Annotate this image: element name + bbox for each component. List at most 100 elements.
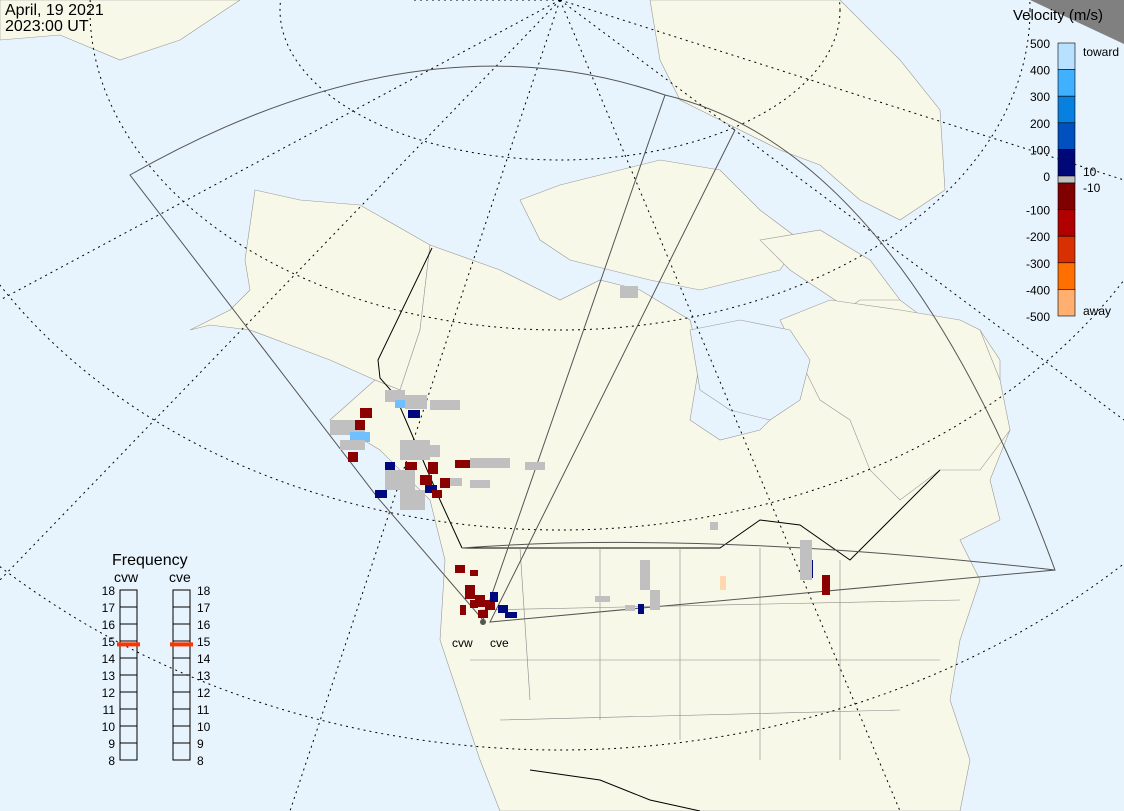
scatter-cell [505,612,517,618]
scatter-cell [385,462,395,470]
radar-fov [129,65,1056,623]
border-alaska-canada [377,247,463,549]
scatter-cell [800,540,812,580]
scatter-cell [485,600,495,610]
scatter-cell [348,452,358,462]
scatter-cell [720,576,726,590]
land-arctic-islands [519,159,801,291]
scatter-cell [470,600,478,608]
colorbar-tick-label: 400 [1030,64,1050,78]
colorbar-segment [1057,262,1076,290]
colorbar-segment [1057,69,1076,97]
colorbar-tick-label: 500 [1030,37,1050,51]
scatter-cell [400,490,425,510]
frequency-bars: 18 17 16 15 14 13 12 11 10 9 8 18 17 16 15 14 13 12 11 10 9 8 [102,584,211,768]
scatter-cell [475,595,485,607]
frequency-tick-label: 11 [103,703,116,717]
scatter-cell [375,490,387,498]
velocity-scale-title: Velocity (m/s) [1013,7,1103,24]
fov-cve [489,94,1056,623]
frequency-tick-label: 17 [197,601,211,615]
scatter-cell [455,565,465,573]
colorbar-tick-label: -300 [1026,257,1050,271]
frequency-tick-label: 15 [197,635,211,649]
scatter-cell [650,590,660,610]
scatter-cell [498,605,508,613]
land [0,0,1011,811]
frequency-tick-label: 14 [197,652,211,666]
frequency-tick-label: 8 [197,754,204,768]
scatter-cell [470,570,478,576]
scatter-cell [595,596,610,602]
border-us-mexico [529,769,701,811]
colorbar-segment [1057,122,1076,150]
land-greenland [649,0,946,221]
scatter-cell [822,575,830,595]
state-line [470,547,961,760]
scatter-cell [460,605,466,615]
scatter-cell [455,460,470,468]
frequency-tick-label: 18 [102,584,116,598]
date-label: April, 19 2021 [5,2,104,19]
threshold-neg-label: -10 [1083,181,1101,195]
latitude-circle [89,0,1031,331]
scatter-cell [350,432,370,442]
freq-radar-cvw: cvw [114,569,139,585]
frequency-tick-label: 14 [102,652,116,666]
scatter-cell [430,400,460,410]
scatter-cell [710,522,718,530]
scatter-cell [640,560,650,590]
frequency-tick-label: 10 [102,720,116,734]
land-quebec-labrador [779,299,1011,501]
scatter-cell [620,286,638,298]
scatter-cell [428,462,438,474]
fov-range-arc [461,541,1056,571]
scatter-cell [425,485,437,493]
colorbar-tick-label: 200 [1030,117,1050,131]
colorbar-segment [1057,42,1076,70]
frequency-tick-label: 12 [102,686,116,700]
frequency-marker-cvw [117,642,140,647]
scatter-cell [360,408,372,418]
frequency-tick-label: 16 [102,618,116,632]
latitude-circle [279,0,841,161]
scatter-cells [330,286,830,618]
scatter-cell [405,395,427,409]
scatter-cell [385,390,405,402]
borders [377,247,941,811]
colorbar-tick-label: 0 [1043,170,1050,184]
scatter-cell [385,470,415,490]
scatter-cell [420,445,440,457]
scatter-cell [355,420,365,430]
scatter-cell [432,490,442,498]
frequency-tick-label: 13 [197,669,211,683]
frequency-marker-cve [170,642,193,647]
radar-site-cvw [480,619,486,625]
hudson-bay [689,319,811,421]
scatter-cell [470,480,490,488]
colorbar-segment [1057,235,1076,264]
frequency-tick-label: 9 [197,737,204,751]
corner-triangle [1030,0,1124,44]
colorbar-tick-label: -400 [1026,283,1050,297]
radar-label-cvw: cvw [452,636,473,650]
scatter-cell [638,604,644,614]
away-label: away [1083,304,1111,318]
frequency-tick-label: 15 [102,635,116,649]
colorbar-segment [1057,182,1076,210]
frequency-tick-label: 13 [102,669,116,683]
colorbar-tick-label: 100 [1030,143,1050,157]
colorbar-tick-label: -100 [1026,204,1050,218]
border-us-canada [462,469,941,561]
scatter-cell [525,462,545,470]
scatter-cell [450,478,462,486]
land-alaska [189,189,431,391]
frequency-tick-label: 18 [197,584,211,598]
scatter-cell [395,400,405,408]
velocity-colorbar: 500 400 300 200 100 0 -100 -200 -300 -400 -500 [1026,37,1076,324]
scatter-cell [478,610,488,618]
frequency-tick-label: 9 [108,737,115,751]
frequency-tick-label: 17 [102,601,116,615]
frequency-tick-label: 16 [197,618,211,632]
